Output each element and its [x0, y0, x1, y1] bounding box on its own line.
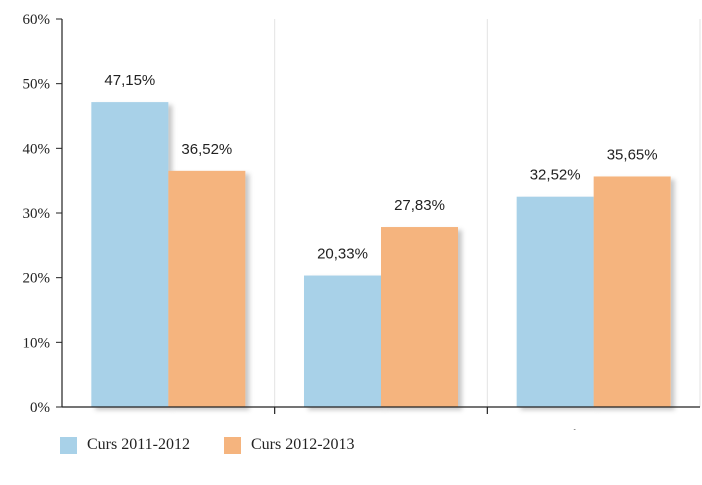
- data-label: 47,15%: [104, 72, 155, 89]
- y-tick-label: 40%: [23, 141, 51, 157]
- labels-layer: 47,15% 36,52% Tot aprovat 20,33% 27,83% Una a…: [104, 72, 675, 430]
- bar-series-2: [168, 170, 246, 407]
- data-label: 20,33%: [317, 246, 368, 263]
- legend: Curs 2011-2012 Curs 2012-2013: [60, 436, 355, 454]
- x-category-label: Tot aprovat: [134, 428, 203, 430]
- y-tick-label: 30%: [23, 206, 51, 222]
- bar-series-2: [593, 176, 671, 407]
- legend-swatch-series-1: [60, 436, 77, 454]
- y-tick-label: 50%: [23, 77, 51, 93]
- bar-chart: 0% 10% 20% 30% 40% 50% 60% 47,15% 36,52% Tot apr…: [23, 12, 701, 430]
- legend-item-series-2: Curs 2012-2013: [223, 436, 355, 454]
- bars-layer: [91, 102, 671, 407]
- legend-swatch-series-2: [223, 436, 241, 454]
- bar-series-1: [91, 102, 169, 407]
- x-category-label: Dues o més assig. suspeses: [512, 428, 675, 430]
- data-label: 35,65%: [607, 146, 658, 163]
- axis-layer: 0% 10% 20% 30% 40% 50% 60%: [23, 12, 700, 416]
- bar-series-2: [381, 227, 458, 407]
- legend-item-series-1: Curs 2011-2012: [60, 436, 190, 454]
- bar-series-1: [516, 196, 594, 407]
- data-label: 27,83%: [394, 197, 445, 214]
- data-label: 36,52%: [181, 141, 232, 158]
- grid-layer: [274, 19, 701, 407]
- x-category-label: Una assignatura suspeses: [305, 428, 457, 430]
- data-label: 32,52%: [530, 167, 581, 184]
- bar-series-1: [304, 275, 381, 407]
- y-tick-label: 60%: [23, 12, 51, 28]
- legend-label-series-1: Curs 2011-2012: [87, 436, 190, 453]
- y-tick-label: 10%: [23, 335, 51, 351]
- y-tick-label: 20%: [23, 271, 51, 287]
- y-tick-label: 0%: [30, 400, 50, 416]
- legend-label-series-2: Curs 2012-2013: [250, 436, 355, 453]
